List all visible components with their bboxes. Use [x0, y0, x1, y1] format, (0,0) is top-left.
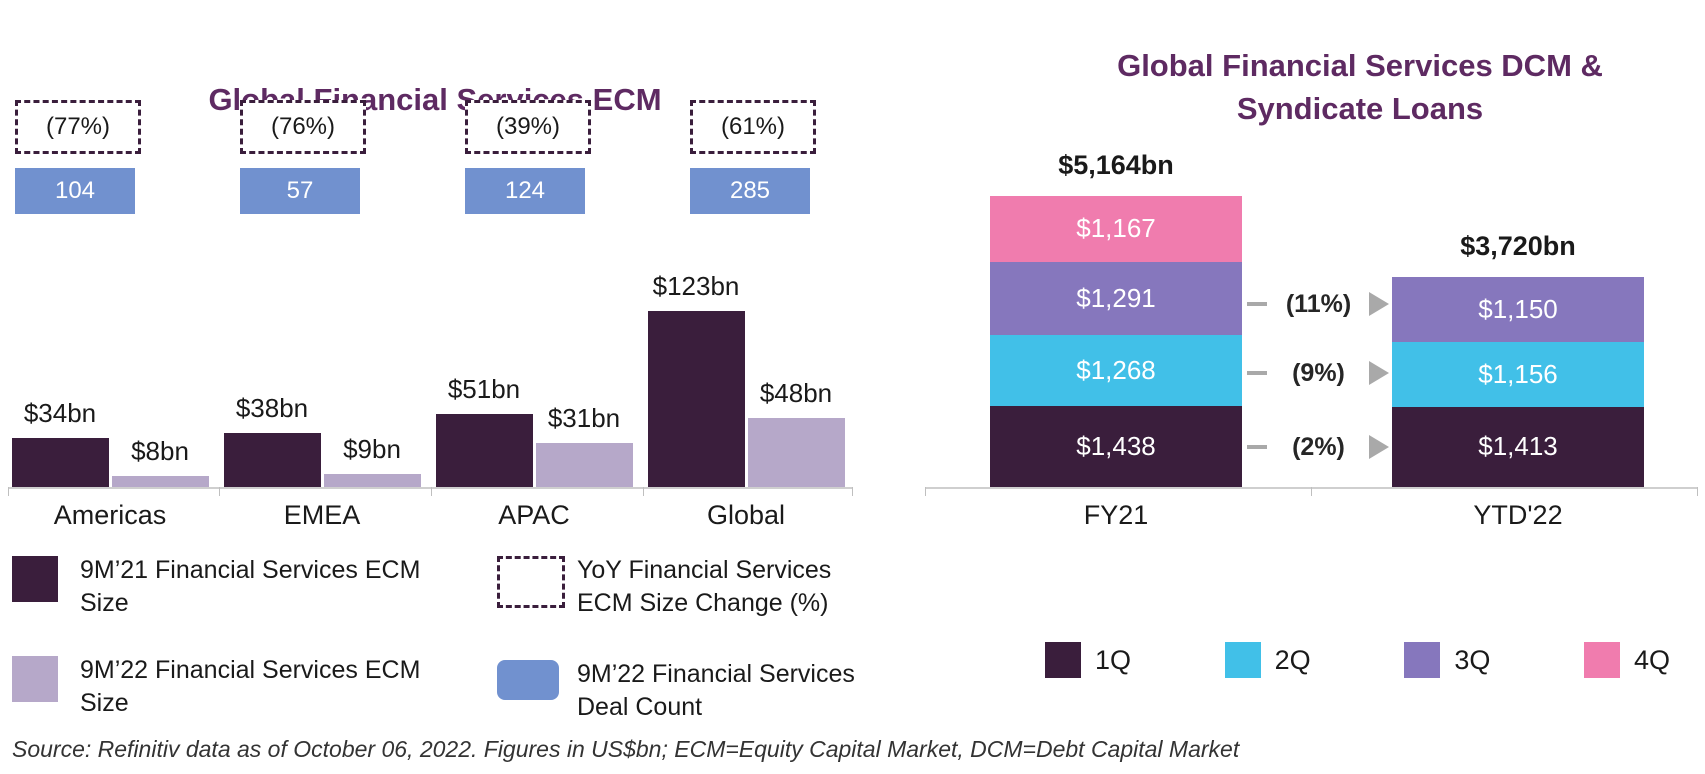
ecm-legend-label-9m22: 9M’22 Financial Services ECM Size	[80, 656, 421, 717]
dcm-segment-3q	[990, 262, 1242, 335]
dcm-change-connector-dash	[1247, 371, 1267, 375]
ecm-bar-9m21	[647, 311, 745, 487]
dcm-segment-4q	[990, 196, 1242, 262]
ecm-deal-count-box: 285	[690, 168, 810, 214]
ecm-bar-9m21	[435, 414, 533, 487]
dcm-bar-total-label: $5,164bn	[1058, 150, 1174, 180]
dcm-segment-value-label: $1,167	[1076, 213, 1156, 243]
dcm-legend-item: 1Q	[1045, 642, 1131, 678]
ecm-bar-value-label: $31bn	[547, 403, 621, 433]
dcm-category-label: YTD'22	[1473, 500, 1563, 530]
dcm-segment-value-label: $1,291	[1076, 282, 1156, 313]
ecm-bar-9m22	[323, 474, 421, 487]
ecm-deal-count-box: 57	[240, 168, 360, 214]
ecm-category-label: Global	[706, 500, 786, 530]
dcm-segment-value-label: $1,156	[1478, 358, 1558, 389]
dcm-segment-3q	[1392, 277, 1644, 342]
dcm-legend-item: 4Q	[1583, 642, 1670, 678]
ecm-legend-swatch-9m21	[12, 556, 58, 602]
ecm-category-label: APAC	[498, 500, 570, 530]
ecm-legend-label-yoy-change: YoY Financial Services ECM Size Change (…	[577, 556, 832, 617]
ecm-bar-9m21	[11, 438, 109, 487]
ecm-category-label: EMEA	[283, 500, 361, 530]
dcm-change-box: (2%)	[1272, 425, 1365, 469]
ecm-legend-dashed-box-icon	[497, 556, 565, 608]
dcm-segment-value-label: $1,438	[1076, 430, 1156, 461]
ecm-x-axis	[8, 487, 853, 489]
dcm-title-line1: Global Financial Services DCM &	[1117, 48, 1603, 83]
dcm-x-axis	[925, 487, 1698, 489]
ecm-bar-9m22	[111, 476, 209, 487]
dcm-segment-value-label: $1,413	[1478, 431, 1558, 461]
dcm-segment-value-label: $1,150	[1478, 293, 1558, 324]
legend-swatch-3q	[1404, 642, 1441, 678]
ecm-legend-swatch-9m22	[12, 656, 58, 702]
dcm-legend-item: 3Q	[1404, 642, 1490, 678]
dcm-change-connector-dash	[1247, 302, 1267, 306]
ecm-bar-value-label: $9bn	[343, 434, 401, 464]
source-note: Source: Refinitiv data as of October 06,…	[12, 736, 1240, 762]
ecm-bar-value-label: $8bn	[131, 436, 189, 466]
ecm-category-label: Americas	[53, 500, 167, 530]
legend-label: 1Q	[1095, 644, 1132, 675]
dcm-segment-1q	[1392, 407, 1644, 487]
legend-label: 2Q	[1274, 644, 1311, 675]
legend-swatch-1q	[1045, 642, 1081, 678]
ecm-deal-count-box: 124	[465, 168, 585, 214]
dcm-change-arrow-icon	[1369, 361, 1389, 385]
dcm-chart-title: Global Financial Services DCM & Syndicat…	[920, 44, 1705, 131]
dcm-title-line2: Syndicate Loans	[1236, 91, 1484, 127]
dcm-segment-2q	[1392, 342, 1644, 407]
dcm-legend-item: 2Q	[1224, 642, 1311, 678]
ecm-bar-value-label: $51bn	[447, 374, 521, 404]
legend-swatch-4q	[1583, 642, 1620, 678]
legend-label: 4Q	[1633, 644, 1670, 675]
ecm-chart-title: Global Financial Services ECM	[208, 81, 662, 117]
dcm-change-box: (11%)	[1272, 282, 1365, 326]
dcm-change-arrow-icon	[1369, 435, 1389, 459]
ecm-bar-9m21	[223, 433, 321, 487]
ecm-legend-swatch-deal-count	[497, 660, 559, 700]
ecm-bar-value-label: $123bn	[652, 271, 740, 301]
ecm-bar-value-label: $34bn	[23, 398, 97, 428]
ecm-bar-value-label: $48bn	[759, 378, 833, 408]
dcm-change-box: (9%)	[1272, 351, 1365, 395]
ecm-bar-value-label: $38bn	[235, 393, 309, 423]
dcm-category-label: FY21	[1083, 500, 1149, 530]
ecm-bar-9m22	[747, 418, 845, 487]
ecm-deal-count-box: 104	[15, 168, 135, 214]
ecm-bar-9m22	[535, 443, 633, 487]
ecm-legend-label-9m21: 9M’21 Financial Services ECM Size	[80, 556, 421, 617]
legend-swatch-2q	[1224, 642, 1261, 678]
dcm-segment-1q	[990, 406, 1242, 487]
dcm-segment-2q	[990, 335, 1242, 406]
legend-label: 3Q	[1454, 644, 1491, 675]
ecm-legend-label-deal-count: 9M’22 Financial Services Deal Count	[577, 660, 855, 721]
dcm-legend: 1Q 2Q 3Q 4Q	[1045, 642, 1670, 678]
dcm-change-connector-dash	[1247, 445, 1267, 449]
dcm-change-arrow-icon	[1369, 292, 1389, 316]
dcm-bar-total-label: $3,720bn	[1460, 231, 1576, 261]
dcm-segment-value-label: $1,268	[1076, 354, 1156, 385]
